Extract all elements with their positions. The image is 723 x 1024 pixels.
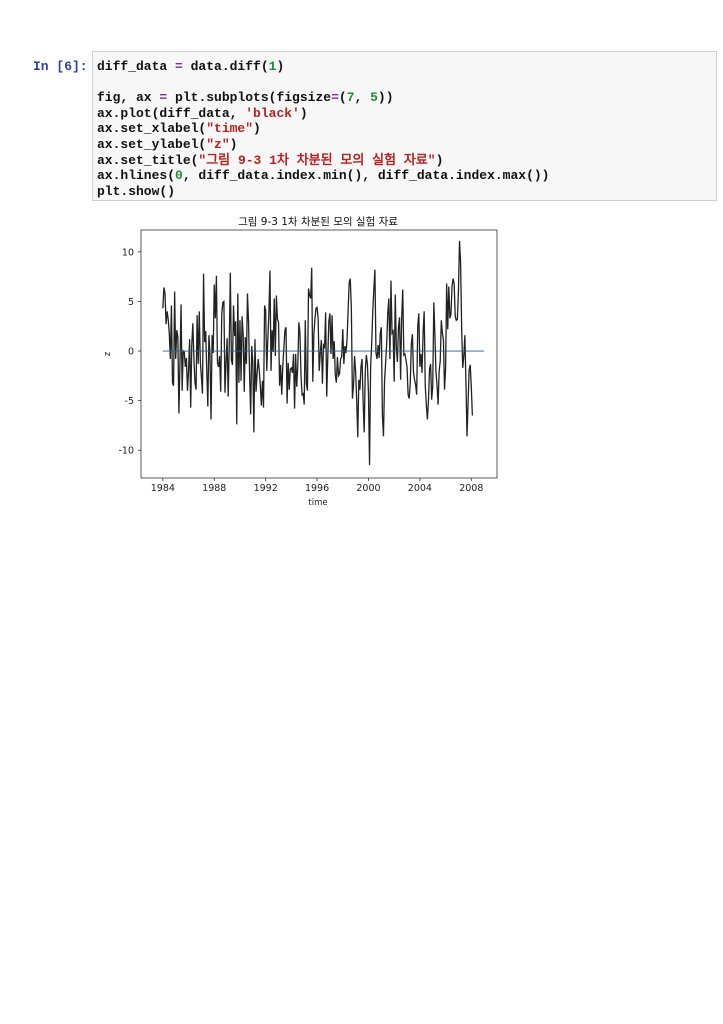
code-token: ax.plot(diff_data, [97, 105, 246, 121]
code-token: ax.set_ylabel( [97, 136, 207, 152]
code-token: plt.subplots(figsize [167, 90, 332, 106]
code-token: , diff_data.index.min(), diff_data.index… [182, 168, 550, 184]
x-tick-label: 2008 [459, 483, 483, 494]
code-token: = [159, 90, 168, 106]
code-token: 0 [175, 168, 183, 184]
code-token: diff_data [97, 59, 176, 74]
code-line: ax.hlines(0, diff_data.index.min(), diff… [97, 168, 550, 184]
x-tick-label: 1984 [151, 483, 175, 494]
axes-frame [140, 229, 498, 479]
code-line: ax.plot(diff_data, 'black') [97, 106, 550, 122]
code-line [97, 75, 550, 91]
y-tick-label: -10 [118, 446, 134, 457]
code-token: ) [435, 152, 444, 168]
code-token: = [331, 90, 339, 106]
x-tick-label: 1996 [305, 483, 329, 494]
code-token: 7 [346, 90, 355, 106]
code-token: 'black' [245, 105, 300, 121]
y-tick-label: 10 [122, 247, 134, 258]
code-cell[interactable]: diff_data = data.diff(1) fig, ax = plt.su… [92, 51, 717, 201]
code-token: ( [338, 90, 347, 106]
code-token: 5 [370, 90, 378, 106]
code-token: = [175, 59, 183, 74]
code-editor[interactable]: diff_data = data.diff(1) fig, ax = plt.su… [97, 59, 550, 199]
code-token: "time" [206, 121, 254, 137]
x-tick-label: 2004 [408, 483, 432, 494]
code-token: plt.show() [97, 183, 176, 199]
code-token: "그림 9-3 1차 차분된 모의 실험 자료" [198, 152, 436, 168]
code-line: ax.set_xlabel("time") [97, 121, 550, 137]
y-tick-label: 5 [128, 297, 134, 308]
x-axis: 1984 1988 1992 1996 2000 2004 2008 [151, 478, 483, 494]
code-token: )) [377, 90, 394, 106]
plot-area [162, 240, 485, 466]
code-line: ax.set_title("그림 9-3 1차 차분된 모의 실험 자료") [97, 153, 550, 169]
code-token: ) [229, 136, 238, 152]
code-token: ax.hlines( [97, 168, 176, 184]
code-token: , [354, 90, 371, 106]
code-token: ) [253, 121, 261, 137]
y-axis: 10 5 0 -5 -10 [118, 247, 141, 457]
code-token: ax.set_xlabel( [97, 121, 207, 137]
code-line: fig, ax = plt.subplots(figsize=(7, 5)) [97, 90, 550, 106]
input-prompt: In [6]: [33, 59, 88, 74]
series-line [162, 240, 474, 466]
x-tick-label: 1988 [202, 483, 226, 494]
code-token: ) [276, 59, 285, 74]
y-tick-label: -5 [125, 396, 134, 407]
code-line: diff_data = data.diff(1) [97, 59, 550, 75]
x-axis-label: time [308, 498, 327, 508]
code-line: ax.set_ylabel("z") [97, 137, 550, 153]
code-line: plt.show() [97, 184, 550, 200]
code-token: ax.set_title( [97, 152, 199, 168]
y-axis-label: z [103, 351, 113, 356]
chart-title: 그림 9-3 1차 차분된 모의 실험 자료 [238, 216, 398, 228]
cell-output: 그림 9-3 1차 차분된 모의 실험 자료 1984 1988 1992 1996 2… [100, 210, 510, 515]
code-token: fig, ax [97, 90, 160, 106]
x-tick-label: 2000 [356, 483, 380, 494]
line-chart: 그림 9-3 1차 차분된 모의 실험 자료 1984 1988 1992 1996 2… [103, 216, 498, 508]
y-tick-label: 0 [128, 347, 134, 358]
x-tick-label: 1992 [254, 483, 278, 494]
code-token: "z" [206, 136, 230, 152]
code-token: data.diff( [182, 59, 269, 74]
code-token: 1 [268, 59, 277, 74]
code-token: ) [299, 105, 308, 121]
